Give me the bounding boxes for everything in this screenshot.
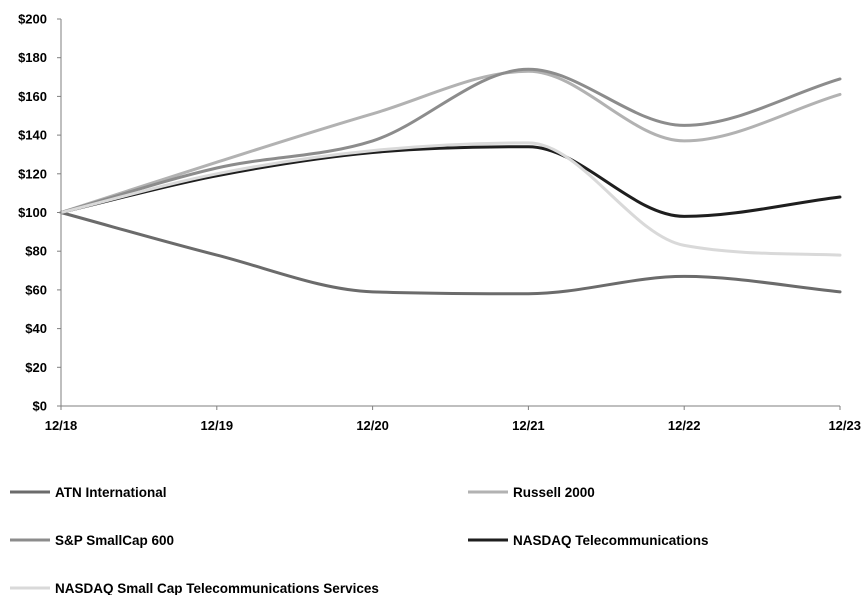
legend-label: Russell 2000 <box>513 485 595 500</box>
y-tick-label: $200 <box>18 12 47 27</box>
legend-item-nasdaq-telecommunications: NASDAQ Telecommunications <box>468 533 709 548</box>
legend-item-russell-2000: Russell 2000 <box>468 485 595 500</box>
y-tick-label: $60 <box>25 282 47 297</box>
legend-label: NASDAQ Telecommunications <box>513 533 709 548</box>
y-tick-label: $0 <box>33 399 47 414</box>
series-lines <box>59 67 842 296</box>
y-tick-label: $140 <box>18 128 47 143</box>
legend-label: NASDAQ Small Cap Telecommunications Serv… <box>55 581 379 595</box>
x-axis-tick-labels: 12/18 12/19 12/20 12/21 12/22 12/23 <box>45 418 861 433</box>
legend-label: S&P SmallCap 600 <box>55 533 174 548</box>
y-tick-label: $80 <box>25 244 47 259</box>
y-tick-label: $20 <box>25 360 47 375</box>
y-axis-tick-labels: $0 $20 $40 $60 $80 $100 $120 $140 $160 $180 $200 <box>18 12 47 414</box>
series-line-atn-international <box>59 211 842 296</box>
series-line-sandp-smallcap-600 <box>59 67 842 214</box>
x-tick-label: 12/19 <box>201 418 234 433</box>
series-line-nasdaq-small-cap-telecommunications-services <box>59 141 842 257</box>
x-tick-label: 12/18 <box>45 418 78 433</box>
y-tick-label: $160 <box>18 89 47 104</box>
legend-item-nasdaq-small-cap-telecommunications-services: NASDAQ Small Cap Telecommunications Serv… <box>10 581 379 595</box>
legend-item-sandp-smallcap-600: S&P SmallCap 600 <box>10 533 174 548</box>
legend-label: ATN International <box>55 485 167 500</box>
series-line-russell-2000 <box>59 69 842 214</box>
y-tick-label: $180 <box>18 50 47 65</box>
series-line-nasdaq-telecommunications <box>59 145 842 218</box>
x-tick-label: 12/23 <box>828 418 861 433</box>
y-tick-label: $120 <box>18 166 47 181</box>
x-tick-label: 12/20 <box>356 418 389 433</box>
x-tick-label: 12/21 <box>512 418 545 433</box>
x-tick-label: 12/22 <box>668 418 701 433</box>
y-tick-label: $40 <box>25 321 47 336</box>
legend-item-atn-international: ATN International <box>10 485 167 500</box>
y-tick-label: $100 <box>18 205 47 220</box>
axes <box>57 18 841 410</box>
legend: ATN International Russell 2000 S&P SmallCa… <box>10 485 709 595</box>
